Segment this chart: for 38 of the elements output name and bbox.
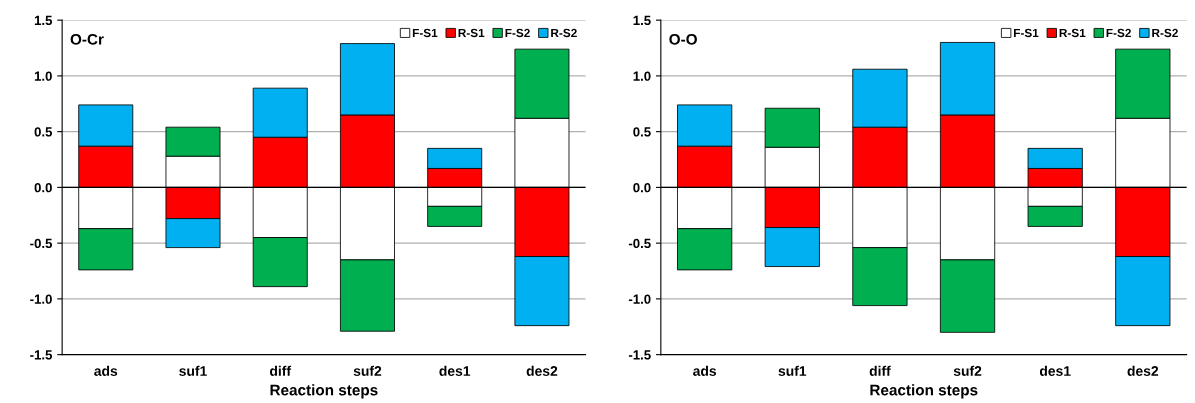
x-axis-title: Reaction steps: [270, 384, 378, 399]
legend-label: R-S2: [1152, 28, 1178, 38]
x-tick-label: diff: [270, 365, 292, 376]
x-tick-label: des1: [439, 365, 471, 376]
legend-label: R-S2: [551, 28, 577, 38]
text: O-O: [669, 33, 697, 45]
x-axis-title: Reaction steps: [870, 384, 978, 399]
x-tick-label: des1: [1039, 365, 1071, 376]
y-tick-label: 1.0: [633, 71, 651, 81]
y-tick-label: 0.0: [633, 182, 651, 193]
y-tick-label: -1.5: [30, 350, 53, 360]
text: O-Cr: [70, 33, 104, 45]
legend-label: F-S1: [1014, 28, 1039, 38]
y-tick-label: 1.5: [633, 15, 651, 26]
x-tick-label: diff: [869, 365, 891, 376]
y-tick-label: 0.5: [633, 127, 651, 137]
x-tick-label: ads: [693, 365, 717, 376]
legend-label: F-S2: [505, 28, 530, 38]
y-tick-label: 1.0: [34, 71, 52, 81]
y-tick-label: -1.5: [628, 350, 651, 360]
y-tick-label: 0.5: [34, 127, 53, 137]
legend-label: F-S1: [412, 28, 438, 38]
x-tick-label: suf1: [778, 365, 807, 376]
x-tick-label: des2: [526, 365, 558, 376]
x-tick-label: des2: [1127, 365, 1159, 376]
legend-label: R-S1: [1059, 28, 1086, 38]
y-tick-label: -1.0: [30, 294, 52, 304]
legend-label: R-S1: [458, 28, 485, 38]
y-tick-label: -1.0: [628, 294, 651, 304]
x-tick-label: suf2: [953, 365, 982, 376]
x-tick-label: suf2: [353, 365, 382, 376]
x-tick-label: suf1: [179, 365, 207, 376]
y-tick-label: -0.5: [30, 238, 53, 249]
y-tick-label: 0.0: [34, 182, 52, 193]
y-tick-label: 1.5: [34, 15, 53, 26]
y-tick-label: -0.5: [628, 238, 651, 249]
legend-label: F-S2: [1106, 28, 1131, 38]
x-tick-label: ads: [94, 365, 118, 376]
